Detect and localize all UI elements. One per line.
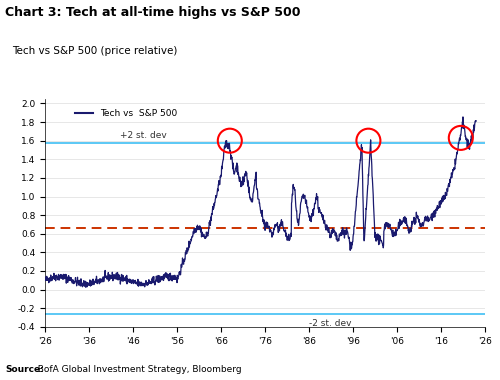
Text: Tech vs S&P 500 (price relative): Tech vs S&P 500 (price relative)	[12, 46, 178, 55]
Text: BofA Global Investment Strategy, Bloomberg: BofA Global Investment Strategy, Bloombe…	[32, 365, 242, 374]
Legend: Tech vs  S&P 500: Tech vs S&P 500	[72, 106, 182, 122]
Text: +2 st. dev: +2 st. dev	[120, 131, 166, 140]
Text: Chart 3: Tech at all-time highs vs S&P 500: Chart 3: Tech at all-time highs vs S&P 5…	[5, 6, 300, 19]
Text: -2 st. dev: -2 st. dev	[309, 319, 352, 328]
Text: Source:: Source:	[5, 365, 44, 374]
